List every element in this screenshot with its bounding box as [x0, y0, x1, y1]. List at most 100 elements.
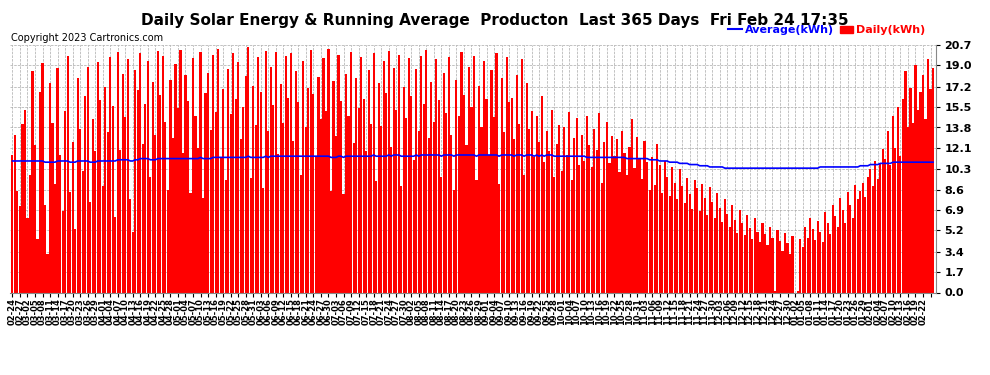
Bar [666, 177, 668, 292]
Bar [388, 51, 390, 292]
Bar [619, 172, 621, 292]
Bar [302, 60, 305, 292]
Bar [37, 239, 39, 292]
Bar [874, 161, 876, 292]
Bar [591, 167, 593, 292]
Bar [716, 193, 719, 292]
Bar [267, 131, 269, 292]
Bar [742, 223, 743, 292]
Bar [644, 141, 645, 292]
Bar [323, 58, 325, 292]
Bar [428, 138, 430, 292]
Bar [624, 153, 626, 292]
Bar [282, 123, 284, 292]
Bar [132, 231, 134, 292]
Bar [262, 189, 264, 292]
Bar [508, 102, 510, 292]
Bar [550, 110, 552, 292]
Bar [560, 171, 563, 292]
Bar [313, 94, 315, 292]
Bar [830, 234, 832, 292]
Bar [330, 191, 332, 292]
Bar [661, 193, 663, 292]
Bar [581, 135, 583, 292]
Bar [616, 140, 618, 292]
Bar [357, 108, 359, 292]
Bar [318, 77, 320, 292]
Bar [882, 149, 884, 292]
Bar [275, 52, 277, 292]
Bar [739, 210, 741, 292]
Bar [328, 49, 330, 292]
Bar [51, 123, 53, 292]
Bar [917, 110, 919, 292]
Bar [252, 86, 254, 292]
Bar [61, 211, 63, 292]
Bar [771, 237, 773, 292]
Bar [545, 131, 547, 292]
Bar [307, 88, 310, 292]
Bar [598, 113, 601, 292]
Bar [39, 92, 41, 292]
Bar [24, 110, 26, 292]
Bar [243, 107, 245, 292]
Bar [609, 164, 611, 292]
Bar [457, 116, 460, 292]
Bar [54, 184, 56, 292]
Bar [879, 164, 881, 292]
Bar [390, 147, 392, 292]
Bar [606, 122, 608, 292]
Bar [691, 209, 693, 292]
Bar [485, 99, 488, 292]
Bar [468, 66, 470, 292]
Bar [673, 183, 676, 292]
Bar [922, 75, 924, 292]
Bar [367, 70, 369, 292]
Bar [568, 112, 570, 292]
Bar [877, 179, 879, 292]
Bar [856, 199, 859, 292]
Bar [483, 60, 485, 292]
Bar [182, 153, 184, 292]
Bar [130, 199, 132, 292]
Bar [443, 72, 445, 292]
Bar [295, 71, 297, 292]
Bar [426, 50, 428, 292]
Bar [706, 215, 708, 292]
Bar [732, 205, 734, 292]
Bar [385, 93, 387, 292]
Bar [867, 177, 869, 292]
Bar [423, 104, 425, 292]
Bar [174, 64, 176, 292]
Bar [240, 140, 242, 292]
Bar [892, 116, 894, 292]
Bar [418, 131, 420, 292]
Bar [452, 190, 455, 292]
Bar [558, 125, 560, 292]
Bar [636, 137, 639, 292]
Bar [187, 101, 189, 292]
Bar [398, 55, 400, 292]
Bar [920, 92, 922, 292]
Bar [578, 165, 580, 292]
Bar [179, 50, 181, 292]
Bar [480, 128, 482, 292]
Bar [395, 110, 397, 292]
Bar [495, 53, 498, 292]
Bar [355, 78, 357, 292]
Bar [824, 212, 827, 292]
Bar [463, 95, 465, 292]
Bar [884, 159, 886, 292]
Bar [539, 142, 541, 292]
Bar [192, 58, 194, 292]
Bar [861, 183, 864, 292]
Bar [460, 52, 462, 292]
Bar [648, 190, 650, 292]
Bar [230, 114, 232, 292]
Bar [320, 119, 322, 292]
Bar [372, 53, 374, 292]
Bar [269, 66, 272, 292]
Bar [869, 170, 871, 292]
Bar [42, 63, 44, 292]
Bar [17, 191, 19, 292]
